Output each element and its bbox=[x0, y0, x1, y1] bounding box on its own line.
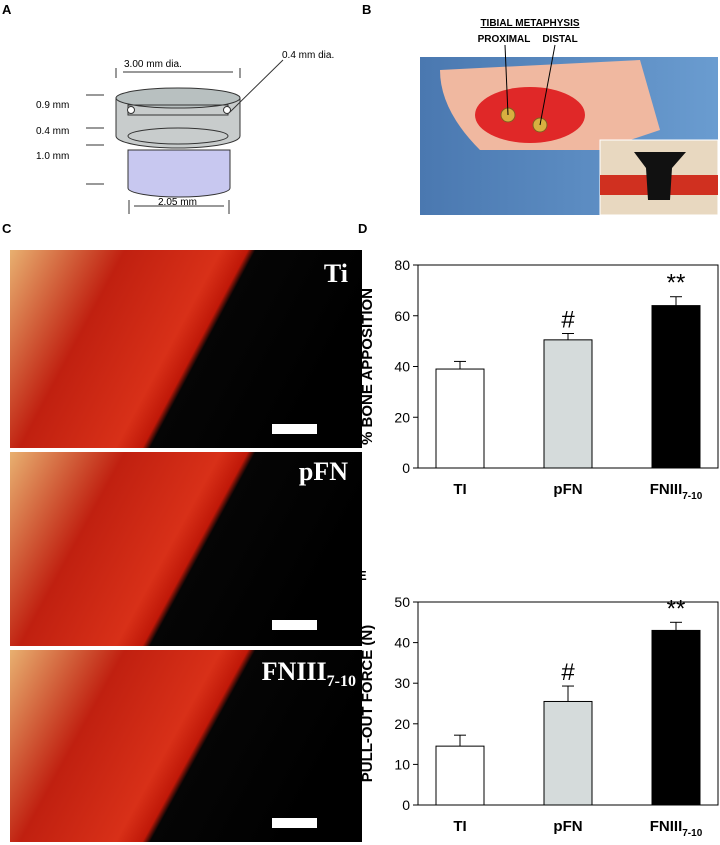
histology-images bbox=[10, 250, 362, 842]
y-tick-label: 40 bbox=[394, 635, 410, 651]
significance-marker: ** bbox=[667, 595, 686, 622]
x-tick-label: TI bbox=[453, 818, 466, 835]
category-subscript: 7-10 bbox=[682, 828, 702, 839]
x-tick-label: FNIII7-10 bbox=[650, 481, 703, 502]
histology-label: FNIII7-10 bbox=[262, 657, 356, 690]
category-text: TI bbox=[453, 818, 466, 835]
y-tick-label: 10 bbox=[394, 756, 410, 772]
bar bbox=[651, 305, 701, 469]
bar bbox=[435, 368, 485, 469]
surgical-photo bbox=[420, 44, 719, 216]
category-text: pFN bbox=[553, 818, 582, 835]
category-text: FNIII bbox=[650, 818, 683, 835]
dimension-label: 0.4 mm bbox=[36, 126, 69, 137]
category-subscript: 7-10 bbox=[682, 491, 702, 502]
panel-label: E bbox=[358, 568, 367, 583]
bar bbox=[435, 745, 485, 806]
histology-label: Ti bbox=[324, 259, 348, 288]
y-tick-label: 20 bbox=[394, 409, 410, 425]
y-tick-label: 0 bbox=[402, 797, 410, 813]
y-tick-label: 30 bbox=[394, 675, 410, 691]
dimension-label: 1.0 mm bbox=[36, 151, 69, 162]
implant-diagram bbox=[86, 59, 284, 214]
panel-label: A bbox=[2, 2, 12, 17]
bar bbox=[543, 339, 593, 469]
y-tick-label: 50 bbox=[394, 594, 410, 610]
bar bbox=[651, 629, 701, 806]
significance-marker: # bbox=[561, 659, 575, 686]
panel-label: D bbox=[358, 221, 367, 236]
y-tick-label: 40 bbox=[394, 359, 410, 375]
photo-label: DISTAL bbox=[542, 34, 577, 45]
bar bbox=[543, 700, 593, 806]
y-axis-label: % BONE APPOSITION bbox=[359, 288, 376, 445]
category-text: TI bbox=[453, 481, 466, 498]
dimension-label: 0.9 mm bbox=[36, 100, 69, 111]
x-tick-label: FNIII7-10 bbox=[650, 818, 703, 839]
photo-title: TIBIAL METAPHYSIS bbox=[480, 18, 579, 29]
dimension-label: 2.05 mm bbox=[158, 197, 197, 208]
significance-marker: # bbox=[561, 307, 575, 334]
dimension-label: 0.4 mm dia. bbox=[282, 50, 334, 61]
x-tick-label: TI bbox=[453, 481, 466, 498]
category-text: pFN bbox=[553, 481, 582, 498]
y-tick-label: 60 bbox=[394, 308, 410, 324]
dimension-label: 3.00 mm dia. bbox=[124, 59, 182, 70]
significance-marker: ** bbox=[667, 270, 686, 297]
y-axis-label: PULL-OUT FORCE (N) bbox=[359, 625, 376, 782]
category-text: FNIII bbox=[650, 481, 683, 498]
x-tick-label: pFN bbox=[553, 481, 582, 498]
photo-label: PROXIMAL bbox=[478, 34, 531, 45]
y-tick-label: 80 bbox=[394, 257, 410, 273]
x-tick-label: pFN bbox=[553, 818, 582, 835]
panel-label: C bbox=[2, 221, 12, 236]
panel-label: B bbox=[362, 2, 371, 17]
y-tick-label: 20 bbox=[394, 716, 410, 732]
histology-label: pFN bbox=[299, 457, 348, 486]
y-tick-label: 0 bbox=[402, 460, 410, 476]
